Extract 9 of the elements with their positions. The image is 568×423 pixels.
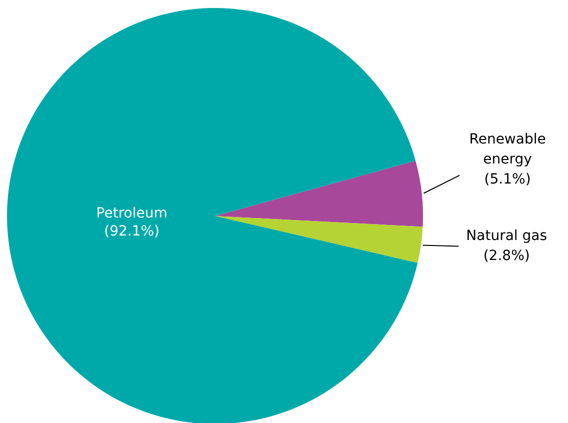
pie-slice [215,216,423,263]
data-label: (92.1%) [104,224,160,240]
slice-label: Natural gas [466,228,548,244]
slice-label: Renewable energy [469,131,546,168]
data-label: (2.8%) [483,248,530,264]
data-label: (5.1%) [484,171,531,188]
pie-slice [7,8,418,423]
pie-slice [215,160,423,227]
slice-label: Petroleum [96,206,168,222]
